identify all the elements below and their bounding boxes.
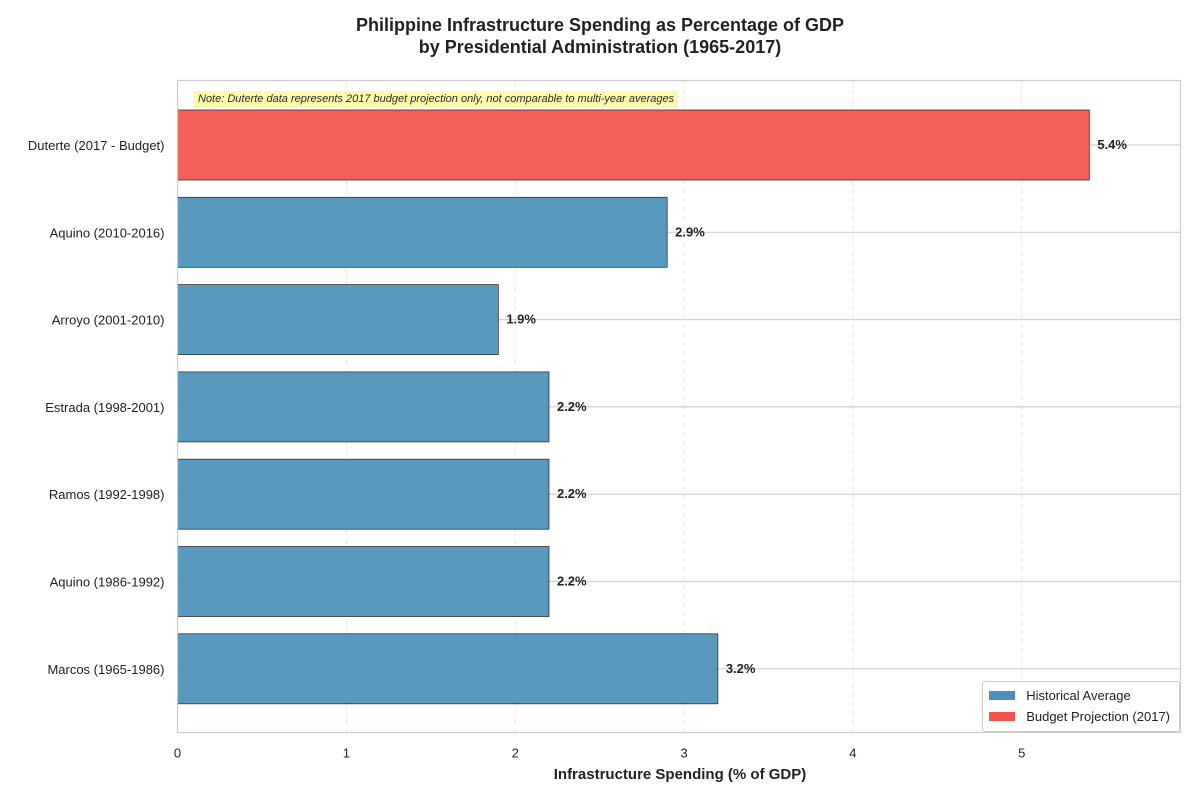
- x-tick-label: 1: [343, 746, 350, 761]
- value-label: 2.2%: [557, 486, 587, 501]
- x-axis-label: Infrastructure Spending (% of GDP): [554, 766, 807, 783]
- value-label: 5.4%: [1097, 137, 1127, 152]
- legend-label-historical: Historical Average: [1026, 688, 1131, 703]
- legend-swatch-budget: [989, 712, 1016, 721]
- x-tick-label: 2: [512, 746, 519, 761]
- bar-1: [177, 196, 668, 268]
- chart-title-line-2: by Presidential Administration (1965-201…: [418, 37, 782, 57]
- legend-item-historical: Historical Average: [989, 685, 1170, 706]
- plot-frame: [176, 79, 1182, 734]
- value-label: 2.9%: [675, 224, 705, 239]
- chart-title-line-1: Philippine Infrastructure Spending as Pe…: [355, 15, 845, 35]
- legend-label-budget: Budget Projection (2017): [1026, 709, 1170, 724]
- legend: Historical Average Budget Projection (20…: [982, 681, 1180, 732]
- label-layer: 0 1 2 3 4 5 Duterte (2017 - Budget) 5.4% Aquino …: [28, 137, 1127, 761]
- bar-3: [177, 371, 550, 443]
- legend-swatch-historical: [989, 691, 1016, 700]
- category-label: Arroyo (2001-2010): [52, 313, 165, 328]
- value-label: 3.2%: [726, 661, 756, 676]
- bar-6: [177, 633, 719, 705]
- bar-0: [177, 109, 1090, 181]
- x-tick-label: 0: [174, 746, 181, 761]
- chart-annotation: Note: Duterte data represents 2017 budge…: [194, 91, 679, 108]
- chart-title: Philippine Infrastructure Spending as Pe…: [0, 14, 1200, 58]
- value-label: 2.2%: [557, 399, 587, 414]
- category-label: Aquino (1986-1992): [50, 575, 165, 590]
- x-tick-label: 3: [680, 746, 687, 761]
- x-tick-label: 5: [1018, 746, 1025, 761]
- bar-2: [177, 284, 499, 356]
- category-label: Marcos (1965-1986): [47, 662, 164, 677]
- value-label: 1.9%: [506, 312, 536, 327]
- legend-item-budget: Budget Projection (2017): [989, 706, 1170, 727]
- category-label: Ramos (1992-1998): [49, 487, 165, 502]
- x-tick-label: 4: [849, 746, 856, 761]
- value-label: 2.2%: [557, 574, 587, 589]
- bar-5: [177, 546, 550, 617]
- category-label: Estrada (1998-2001): [45, 400, 164, 415]
- category-label: Duterte (2017 - Budget): [28, 138, 165, 153]
- category-label: Aquino (2010-2016): [50, 225, 165, 240]
- bar-layer: [177, 109, 1090, 705]
- bar-4: [177, 458, 550, 530]
